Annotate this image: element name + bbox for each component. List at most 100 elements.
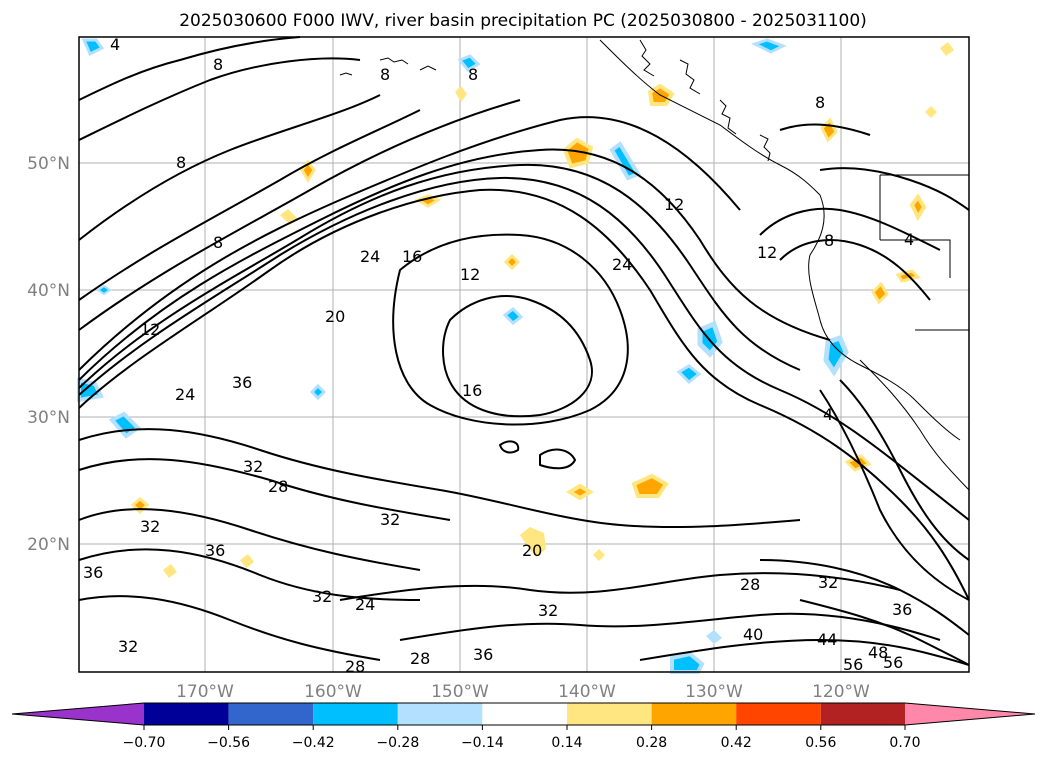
contour-label: 44 bbox=[817, 630, 837, 649]
precip-blob bbox=[163, 564, 177, 578]
precip-blob bbox=[871, 281, 889, 305]
contour-label: 32 bbox=[818, 573, 838, 592]
colorbar-tick-label: 0.42 bbox=[721, 735, 752, 751]
contour-label: 24 bbox=[355, 595, 375, 614]
colorbar-tick-label: 0.28 bbox=[636, 735, 667, 751]
contour-label: 40 bbox=[743, 625, 763, 644]
colorbar-tick-label: −0.70 bbox=[123, 735, 166, 751]
contour-label: 8 bbox=[468, 65, 478, 84]
precip-blob bbox=[81, 38, 105, 57]
contour-label: 8 bbox=[176, 153, 186, 172]
precip-blob bbox=[925, 106, 937, 118]
precip-blob bbox=[503, 253, 521, 271]
colorbar-bin bbox=[228, 703, 314, 725]
contour-label: 4 bbox=[823, 405, 833, 424]
contour-label: 12 bbox=[757, 243, 777, 262]
contour-label: 8 bbox=[213, 233, 223, 252]
contour-label: 28 bbox=[268, 477, 288, 496]
plot-title: 2025030600 F000 IWV, river basin precipi… bbox=[179, 11, 867, 31]
contour-label: 4 bbox=[904, 230, 914, 249]
colorbar-bin bbox=[313, 703, 398, 725]
contour-label: 32 bbox=[243, 457, 263, 476]
precip-blob bbox=[566, 483, 594, 501]
colorbar-bin bbox=[397, 703, 483, 725]
colorbar-bin bbox=[820, 703, 906, 725]
contour-label: 28 bbox=[740, 575, 760, 594]
colorbar-tick-label: −0.42 bbox=[292, 735, 335, 751]
colorbar-ticks bbox=[143, 725, 906, 730]
precip-blob bbox=[909, 193, 927, 222]
colorbar-bin bbox=[736, 703, 821, 725]
contour-label: 20 bbox=[325, 307, 345, 326]
lon-label-130w: 130°W bbox=[685, 682, 743, 702]
contour-label: 32 bbox=[538, 601, 558, 620]
precip-blob bbox=[455, 86, 467, 102]
iwv-contours bbox=[78, 36, 970, 666]
colorbar-tick-label: 0.14 bbox=[551, 735, 582, 751]
contour-label: 8 bbox=[824, 231, 834, 250]
contour-label: 24 bbox=[360, 247, 380, 266]
colorbar-bin bbox=[567, 703, 652, 725]
lat-label-50n: 50°N bbox=[27, 154, 70, 174]
colorbar-tick-label: −0.56 bbox=[207, 735, 250, 751]
contour-label: 8 bbox=[815, 93, 825, 112]
lon-label-120w: 120°W bbox=[812, 682, 870, 702]
contour-label: 36 bbox=[892, 600, 912, 619]
lon-label-170w: 170°W bbox=[176, 682, 234, 702]
precip-blob bbox=[940, 42, 954, 56]
lon-label-160w: 160°W bbox=[304, 682, 362, 702]
colorbar: −0.70 −0.56 −0.42 −0.28 −0.14 0.14 0.28 … bbox=[11, 702, 1036, 751]
contour-label: 28 bbox=[345, 657, 365, 676]
coastlines bbox=[339, 39, 970, 491]
contour-label: 4 bbox=[110, 35, 120, 54]
colorbar-extend-low bbox=[12, 703, 144, 725]
map-frame bbox=[78, 36, 970, 673]
contour-label: 12 bbox=[664, 195, 684, 214]
lat-label-30n: 30°N bbox=[27, 408, 70, 428]
contour-label: 24 bbox=[612, 255, 632, 274]
contour-label: 48 bbox=[868, 643, 888, 662]
contour-label: 56 bbox=[843, 655, 863, 674]
precip-blob bbox=[670, 651, 705, 674]
lon-label-150w: 150°W bbox=[431, 682, 489, 702]
map-background bbox=[79, 37, 969, 672]
colorbar-bin bbox=[482, 703, 567, 725]
colorbar-tick-label: −0.28 bbox=[376, 735, 419, 751]
contour-label: 16 bbox=[402, 247, 422, 266]
lat-labels: 50°N 40°N 30°N 20°N bbox=[27, 154, 70, 555]
precip-blob bbox=[309, 383, 327, 401]
contour-labels: 4 8 8 8 8 8 8 8 4 4 12 12 12 12 16 16 20… bbox=[83, 35, 914, 676]
contour-label: 36 bbox=[205, 541, 225, 560]
precip-blob bbox=[562, 137, 594, 169]
colorbar-tick-label: −0.14 bbox=[461, 735, 504, 751]
precip-blob bbox=[593, 549, 605, 561]
contour-label: 20 bbox=[522, 541, 542, 560]
contour-label: 32 bbox=[140, 517, 160, 536]
contour-label: 12 bbox=[460, 265, 480, 284]
contour-label: 36 bbox=[473, 645, 493, 664]
colorbar-bin bbox=[144, 703, 229, 725]
contour-label: 36 bbox=[83, 563, 103, 582]
contour-label: 32 bbox=[380, 510, 400, 529]
contour-label: 8 bbox=[213, 55, 223, 74]
contour-label: 32 bbox=[312, 587, 332, 606]
contour-label: 8 bbox=[380, 65, 390, 84]
contour-label: 16 bbox=[462, 381, 482, 400]
precip-blob bbox=[823, 334, 849, 377]
colorbar-bin bbox=[651, 703, 737, 725]
contour-label: 28 bbox=[410, 649, 430, 668]
precip-blob bbox=[631, 473, 669, 498]
contour-label: 24 bbox=[175, 385, 195, 404]
precip-blob bbox=[520, 527, 546, 557]
colorbar-tick-label: 0.70 bbox=[889, 735, 920, 751]
precip-blob bbox=[706, 630, 722, 644]
precip-blob bbox=[414, 194, 442, 208]
map-panel: 4 8 8 8 8 8 8 8 4 4 12 12 12 12 16 16 20… bbox=[77, 35, 970, 676]
precip-blob bbox=[240, 554, 254, 568]
lon-labels: 170°W 160°W 150°W 140°W 130°W 120°W bbox=[176, 682, 870, 702]
precip-blob bbox=[96, 284, 112, 296]
precip-blob bbox=[676, 364, 702, 385]
colorbar-tick-label: 0.56 bbox=[805, 735, 836, 751]
colorbar-extend-high bbox=[905, 703, 1035, 725]
